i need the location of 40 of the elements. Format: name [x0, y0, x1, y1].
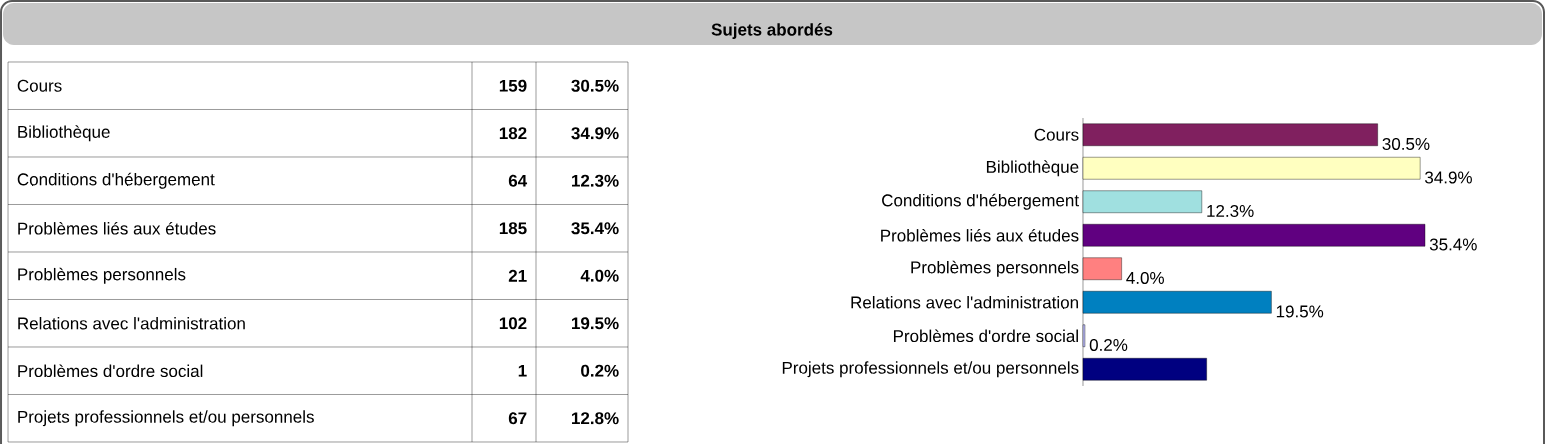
text: 12.3% [572, 174, 619, 187]
data-label: 21 [508, 269, 527, 282]
y-tick-label: Problèmes d'ordre social [893, 329, 1078, 343]
data-label: 102 [499, 317, 527, 330]
data-label: 30.5% [1382, 137, 1430, 150]
data-label: 4.0% [1126, 271, 1164, 284]
category-label: Conditions d'hébergement [17, 172, 215, 189]
y-tick-label: Conditions d'hébergement [882, 193, 1079, 210]
data-label: 35.4% [1429, 238, 1477, 251]
data-label: 12.3% [1207, 204, 1254, 217]
data-label: 19.5% [1276, 305, 1324, 318]
category-label: Problèmes personnels [18, 267, 186, 284]
data-label: 182 [499, 127, 527, 140]
text: 30.5% [571, 79, 619, 92]
y-tick-label: Problèmes liés aux études [881, 228, 1079, 242]
category-label: Problèmes liés aux études [18, 221, 216, 235]
text: 0.2% [581, 364, 619, 377]
data-label: 159 [499, 79, 527, 92]
text: Sujets abordés [711, 23, 833, 39]
text: 19.5% [572, 317, 619, 330]
category-label: Bibliothèque [18, 125, 110, 142]
data-label: 64 [508, 174, 528, 187]
text: 4.0% [580, 269, 619, 282]
category-label: Projets professionnels et/ou personnels [18, 410, 314, 427]
y-tick-label: Projets professionnels et/ou personnels [782, 361, 1079, 378]
text: 34.9% [571, 127, 619, 140]
data-label: 1 [518, 364, 527, 377]
category-label: Relations avec l'administration [18, 317, 245, 330]
data-label: 0.2% [1089, 338, 1128, 351]
y-tick-label: Bibliothèque [986, 160, 1079, 177]
category-label: Cours [17, 79, 62, 92]
data-label: 67 [508, 412, 527, 425]
text: 35.4% [571, 222, 619, 235]
y-tick-label: Problèmes personnels [911, 260, 1079, 277]
y-tick-label: Cours [1034, 128, 1079, 141]
data-label: 34.9% [1425, 171, 1472, 184]
category-label: Problèmes d'ordre social [18, 364, 203, 378]
data-label: 185 [499, 222, 527, 235]
text: 12.8% [572, 412, 619, 425]
y-tick-label: Relations avec l'administration [851, 296, 1078, 309]
